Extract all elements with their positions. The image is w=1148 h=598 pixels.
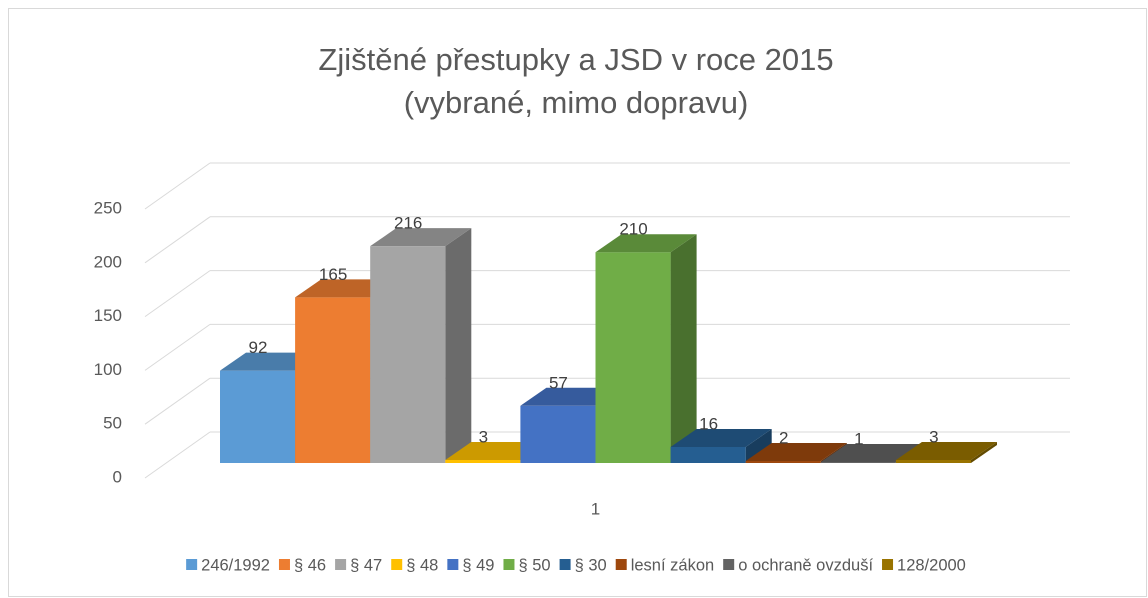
bar <box>595 252 671 463</box>
y-tick-label: 200 <box>94 252 122 271</box>
legend-label: § 30 <box>575 556 607 574</box>
bar <box>445 459 521 463</box>
chart-border <box>8 8 1147 597</box>
data-label: 165 <box>319 265 347 284</box>
y-tick-label: 50 <box>103 414 122 433</box>
data-label: 3 <box>929 427 938 446</box>
legend-swatch <box>447 559 459 570</box>
legend-swatch <box>882 559 894 570</box>
bar-side <box>445 228 472 463</box>
bar-top <box>370 228 472 247</box>
bar-top <box>745 442 847 461</box>
data-label: 3 <box>479 427 488 446</box>
x-tick-label: 1 <box>591 499 600 518</box>
legend-swatch <box>615 559 627 570</box>
bar <box>295 297 371 463</box>
grid-line <box>144 323 211 371</box>
legend-label: § 50 <box>518 556 550 574</box>
legend-label: § 47 <box>350 556 382 574</box>
grid-line <box>144 431 211 479</box>
data-label: 16 <box>699 414 718 433</box>
bar <box>820 461 896 463</box>
legend-label: § 49 <box>462 556 494 574</box>
chart-title: Zjištěné přestupky a JSD v roce 2015 <box>318 42 833 77</box>
legend-swatch <box>186 559 198 570</box>
legend-swatch <box>391 559 403 570</box>
bar-side <box>745 428 772 463</box>
bar <box>520 405 596 463</box>
bar <box>670 446 746 463</box>
legend-label: 128/2000 <box>897 556 966 574</box>
legend-label: 246/1992 <box>201 556 270 574</box>
legend-swatch <box>335 559 347 570</box>
bar-top <box>595 234 697 253</box>
bar <box>745 460 821 463</box>
y-tick-label: 250 <box>94 198 122 217</box>
bar <box>895 459 971 463</box>
bar-side <box>971 441 997 463</box>
grid-line <box>144 216 211 264</box>
y-tick-label: 100 <box>94 360 122 379</box>
bar <box>370 246 446 463</box>
legend-label: § 46 <box>294 556 326 574</box>
y-tick-label: 0 <box>113 467 122 486</box>
data-label: 57 <box>549 373 568 392</box>
data-label: 92 <box>249 338 268 357</box>
legend-swatch <box>723 559 735 570</box>
bar-side <box>670 234 697 463</box>
grid-line <box>144 270 211 318</box>
legend-swatch <box>559 559 571 570</box>
bar-top <box>670 428 772 447</box>
chart-title: (vybrané, mimo dopravu) <box>404 85 749 120</box>
bar <box>220 370 296 463</box>
bar-top <box>895 441 997 460</box>
grid-line <box>144 377 211 425</box>
bar-top <box>820 443 922 462</box>
data-label: 216 <box>394 214 422 233</box>
data-label: 210 <box>619 220 647 239</box>
data-label: 2 <box>779 428 788 447</box>
legend-swatch <box>278 559 290 570</box>
grid-line <box>144 162 211 210</box>
legend-label: lesní zákon <box>631 556 714 574</box>
y-tick-label: 150 <box>94 306 122 325</box>
data-label: 1 <box>854 429 863 448</box>
legend-label: o ochraně ovzduší <box>738 556 873 574</box>
legend-label: § 48 <box>406 556 438 574</box>
legend-swatch <box>503 559 515 570</box>
